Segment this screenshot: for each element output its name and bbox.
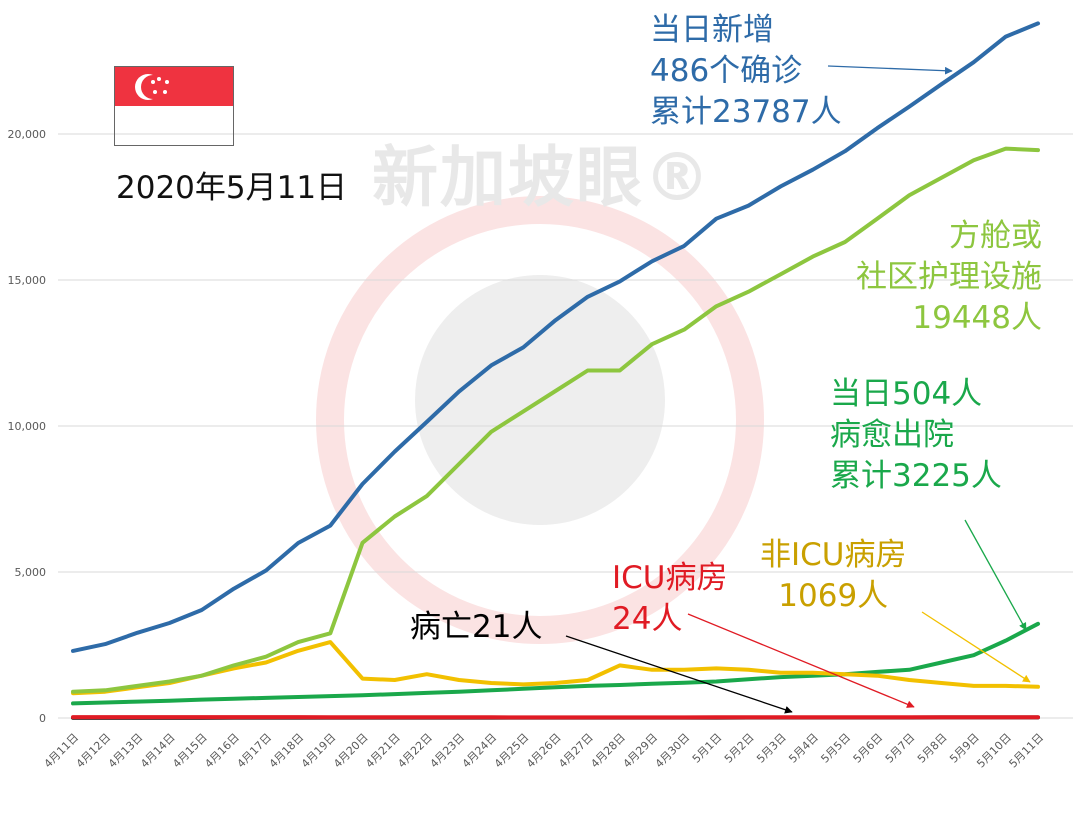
x-tick-label: 5月1日	[690, 731, 725, 766]
x-tick-label: 5月10日	[974, 731, 1014, 771]
x-axis-ticks: 4月11日4月12日4月13日4月14日4月15日4月16日4月17日4月18日…	[42, 731, 1047, 771]
annotation-line: 非ICU病房	[760, 537, 907, 573]
x-tick-label: 4月26日	[524, 731, 564, 771]
x-tick-label: 4月21日	[363, 731, 403, 771]
annotation-line: 累计3225人	[830, 458, 1002, 494]
annotation-confirmed: 当日新增 486个确诊 累计23787人	[650, 10, 842, 133]
annotation-line: 社区护理设施	[856, 259, 1042, 295]
x-tick-label: 5月11日	[1007, 731, 1047, 771]
x-tick-label: 4月20日	[331, 731, 371, 771]
arrow-discharged	[964, 519, 1027, 631]
series-line-confirmed	[71, 21, 1040, 653]
x-tick-label: 5月2日	[722, 731, 757, 766]
annotation-line: 病亡21人	[410, 609, 543, 645]
arrow-deaths	[565, 635, 793, 714]
watermark-text: 新加坡眼®	[372, 139, 712, 216]
x-tick-label: 5月6日	[851, 731, 886, 766]
annotation-line: 病愈出院	[830, 417, 954, 453]
x-tick-label: 4月30日	[653, 731, 693, 771]
annotation-deaths: 病亡21人	[410, 607, 542, 648]
x-tick-label: 4月22日	[395, 731, 435, 771]
x-tick-label: 4月28日	[588, 731, 628, 771]
arrow-icu	[687, 613, 915, 708]
y-tick-label: 5,000	[15, 566, 47, 579]
annotation-arrows	[565, 65, 1031, 714]
annotation-line: 1069人	[778, 578, 889, 614]
annotation-line: 当日504人	[830, 376, 983, 412]
x-tick-label: 5月8日	[915, 731, 950, 766]
series-line-discharged	[71, 621, 1040, 706]
annotation-line: 累计23787人	[650, 94, 842, 130]
series-lines	[71, 21, 1040, 720]
singapore-flag-icon	[114, 66, 234, 146]
series-line-non_icu	[71, 640, 1040, 696]
annotation-discharged: 当日504人 病愈出院 累计3225人	[830, 374, 1002, 497]
arrow-confirmed	[827, 65, 953, 75]
x-tick-label: 4月18日	[267, 731, 307, 771]
annotation-non-icu: 非ICU病房 1069人	[760, 535, 906, 617]
x-tick-label: 4月13日	[106, 731, 146, 771]
annotation-line: 486个确诊	[650, 53, 803, 89]
x-tick-label: 4月19日	[299, 731, 339, 771]
annotation-line: 当日新增	[650, 12, 774, 48]
annotation-line: ICU病房	[612, 560, 728, 596]
annotation-line: 24人	[612, 601, 683, 637]
x-tick-label: 4月25日	[492, 731, 532, 771]
x-tick-label: 4月11日	[42, 731, 82, 771]
series-line-community	[71, 146, 1040, 694]
y-tick-label: 0	[39, 712, 46, 725]
y-tick-label: 15,000	[8, 274, 47, 287]
x-tick-label: 4月15日	[170, 731, 210, 771]
x-tick-label: 4月23日	[428, 731, 468, 771]
annotation-line: 方舱或	[949, 218, 1042, 254]
x-tick-label: 4月14日	[138, 731, 178, 771]
date-label: 2020年5月11日	[116, 170, 348, 206]
x-tick-label: 4月27日	[556, 731, 596, 771]
annotation-community: 方舱或 社区护理设施 19448人	[856, 216, 1042, 339]
annotation-line: 19448人	[912, 300, 1042, 336]
x-tick-label: 4月12日	[74, 731, 114, 771]
x-tick-label: 5月5日	[818, 731, 853, 766]
x-tick-label: 4月16日	[202, 731, 242, 771]
y-axis-ticks: 0 5,000 10,000 15,000 20,000	[8, 128, 47, 725]
y-tick-label: 20,000	[8, 128, 47, 141]
arrow-non-icu	[921, 611, 1031, 683]
x-tick-label: 5月3日	[754, 731, 789, 766]
annotation-icu: ICU病房 24人	[612, 558, 727, 640]
x-tick-label: 5月4日	[786, 731, 821, 766]
x-tick-label: 4月29日	[621, 731, 661, 771]
x-tick-label: 4月24日	[460, 731, 500, 771]
x-tick-label: 4月17日	[235, 731, 275, 771]
x-tick-label: 5月7日	[883, 731, 918, 766]
y-tick-label: 10,000	[8, 420, 47, 433]
